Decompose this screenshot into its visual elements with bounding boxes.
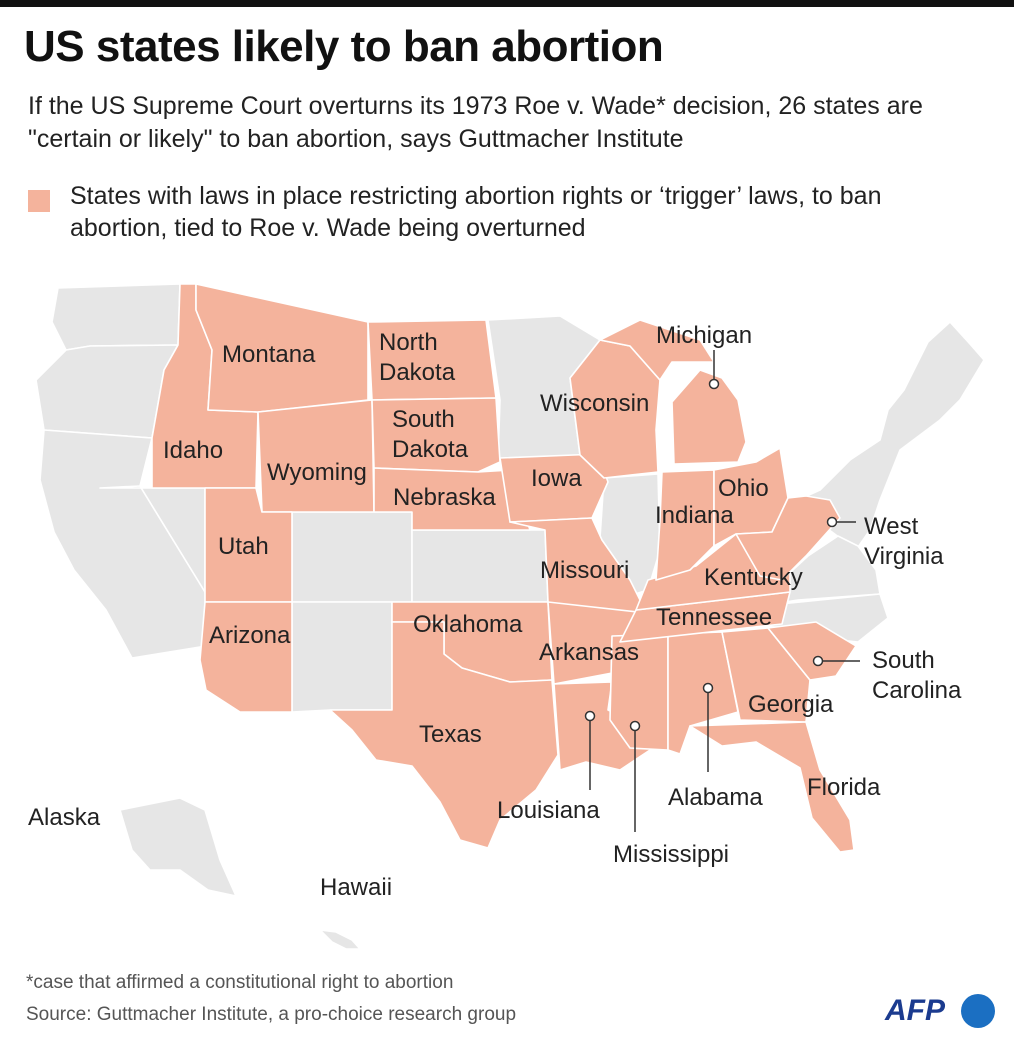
legend-swatch: [28, 190, 50, 212]
michigan-state: [599, 319, 747, 465]
south-dakota-label-2: Dakota: [392, 436, 469, 463]
nebraska-state: [373, 467, 531, 531]
georgia-state: [721, 627, 811, 723]
mississippi-label: Mississippi: [613, 841, 729, 868]
florida-state: [689, 721, 855, 853]
north-dakota-label-1: North: [379, 329, 438, 356]
montana-label: Montana: [222, 341, 316, 368]
new-mexico-state: [291, 601, 393, 713]
michigan-dot: [708, 378, 720, 390]
wyoming-label: Wyoming: [267, 459, 367, 486]
wisconsin-label: Wisconsin: [540, 390, 649, 417]
michigan-label: Michigan: [656, 322, 752, 349]
arizona-state: [199, 601, 293, 713]
page-subtitle: If the US Supreme Court overturns its 19…: [28, 92, 923, 153]
legend-label: States with laws in place restricting ab…: [70, 182, 882, 242]
kansas-state: [411, 529, 549, 603]
arizona-label: Arizona: [209, 622, 291, 649]
texas-state: [329, 621, 559, 849]
south-dakota-state: [371, 397, 501, 473]
utah-label: Utah: [218, 533, 269, 560]
mississippi-dot: [629, 720, 641, 732]
west-virginia-label-1: West: [864, 513, 919, 540]
kentucky-label: Kentucky: [704, 564, 803, 591]
florida-label: Florida: [807, 774, 881, 801]
source-note: Source: Guttmacher Institute, a pro-choi…: [26, 1004, 517, 1025]
arkansas-label: Arkansas: [539, 639, 639, 666]
top-rule: [0, 0, 1014, 7]
west-virginia-dot: [826, 516, 838, 528]
tennessee-label: Tennessee: [656, 604, 772, 631]
us-map: Montana North Dakota South Dakota Idaho …: [28, 283, 985, 950]
colorado-state: [291, 511, 413, 603]
ohio-label: Ohio: [718, 475, 769, 502]
afp-logo-text: AFP: [885, 994, 945, 1027]
north-dakota-label-2: Dakota: [379, 359, 456, 386]
afp-logo: AFP: [885, 992, 997, 1032]
south-dakota-label-1: South: [392, 406, 455, 433]
california-state: [39, 429, 207, 659]
wyoming-state: [257, 399, 375, 513]
alabama-dot: [702, 682, 714, 694]
washington-state: [51, 283, 181, 351]
west-virginia-state: [735, 495, 841, 581]
west-virginia-label-2: Virginia: [864, 543, 944, 570]
hawaii-state: [319, 929, 361, 950]
south-carolina-label-1: South: [872, 647, 935, 674]
oklahoma-label: Oklahoma: [413, 611, 523, 638]
texas-label: Texas: [419, 721, 482, 748]
georgia-label: Georgia: [748, 691, 834, 718]
indiana-label: Indiana: [655, 502, 734, 529]
iowa-label: Iowa: [531, 465, 582, 492]
idaho-label: Idaho: [163, 437, 223, 464]
alabama-label: Alabama: [668, 784, 763, 811]
hawaii-label: Hawaii: [320, 874, 392, 901]
alaska-state: [119, 797, 237, 897]
louisiana-dot: [584, 710, 596, 722]
afp-logo-circle: [961, 994, 995, 1028]
louisiana-label: Louisiana: [497, 797, 600, 824]
footnote: *case that affirmed a constitutional rig…: [26, 972, 454, 993]
alaska-label: Alaska: [28, 804, 101, 831]
south-carolina-dot: [812, 655, 824, 667]
nebraska-label: Nebraska: [393, 484, 496, 511]
page-title: US states likely to ban abortion: [24, 22, 664, 71]
south-carolina-label-2: Carolina: [872, 677, 962, 704]
missouri-label: Missouri: [540, 557, 629, 584]
